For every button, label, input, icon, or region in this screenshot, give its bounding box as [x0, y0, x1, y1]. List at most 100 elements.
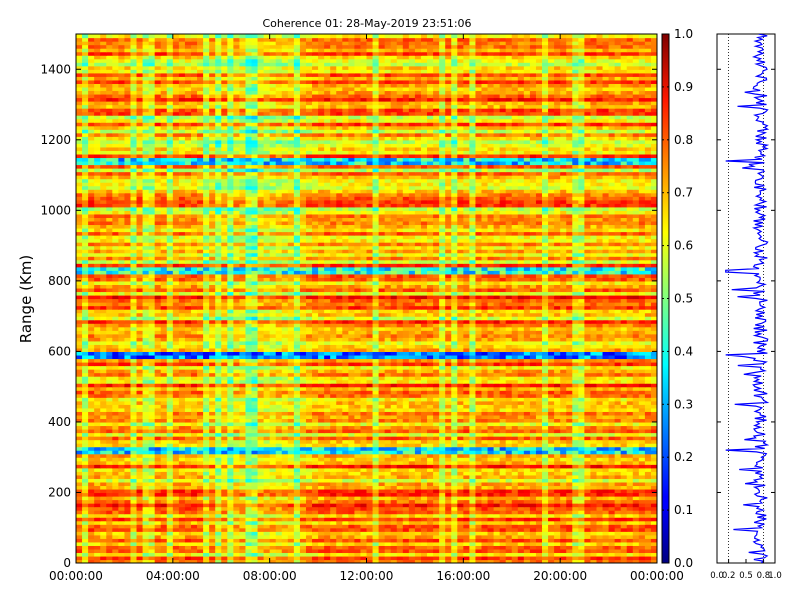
heatmap-cell	[178, 552, 186, 557]
heatmap-cell	[324, 439, 331, 444]
heatmap-cell	[548, 397, 555, 402]
heatmap-cell	[511, 411, 519, 416]
heatmap-cell	[360, 510, 368, 515]
heatmap-cell	[197, 414, 204, 420]
heatmap-cell	[517, 404, 525, 409]
heatmap-cell	[130, 460, 138, 465]
heatmap-cell	[148, 443, 156, 448]
heatmap-cell	[614, 453, 622, 458]
heatmap-cell	[82, 383, 89, 388]
heatmap-cell	[106, 467, 113, 472]
heatmap-cell	[590, 386, 598, 391]
heatmap-cell	[106, 453, 113, 458]
heatmap-cell	[408, 383, 416, 388]
heatmap-cell	[160, 513, 168, 518]
heatmap-cell	[239, 527, 247, 532]
heatmap-cell	[578, 513, 585, 518]
heatmap-cell	[529, 400, 537, 405]
heatmap-cell	[572, 527, 579, 532]
heatmap-cell	[215, 517, 222, 522]
heatmap-cell	[638, 464, 646, 469]
heatmap-cell	[136, 474, 144, 479]
heatmap-cell	[342, 520, 349, 525]
heatmap-cell	[590, 460, 598, 465]
heatmap-cell	[94, 503, 101, 508]
heatmap-cell	[233, 485, 240, 490]
heatmap-cell	[82, 453, 89, 458]
heatmap-cell	[427, 421, 434, 427]
heatmap-cell	[118, 534, 126, 539]
heatmap-cell	[463, 492, 470, 497]
heatmap-cell	[396, 488, 404, 494]
heatmap-cell	[112, 428, 119, 434]
heatmap-cell	[336, 538, 343, 543]
heatmap-cell	[263, 411, 271, 416]
heatmap-cell	[197, 481, 204, 487]
heatmap-cell	[596, 383, 604, 388]
heatmap-cell	[608, 492, 616, 497]
heatmap-cell	[82, 450, 89, 455]
heatmap-cell	[560, 443, 567, 448]
heatmap-cell	[124, 541, 132, 546]
heatmap-cell	[227, 513, 234, 518]
heatmap-cell	[372, 432, 380, 437]
heatmap-cell	[433, 559, 440, 563]
heatmap-cell	[366, 527, 374, 532]
heatmap-cell	[475, 555, 483, 561]
heatmap-cell	[469, 527, 477, 532]
heatmap-cell	[366, 425, 374, 430]
heatmap-cell	[166, 488, 174, 494]
heatmap-cell	[602, 495, 610, 501]
heatmap-cell	[124, 383, 132, 388]
heatmap-cell	[305, 467, 313, 472]
heatmap-cell	[590, 393, 598, 398]
heatmap-cell	[166, 464, 174, 469]
heatmap-cell	[142, 531, 150, 536]
heatmap-cell	[427, 425, 434, 430]
heatmap-cell	[172, 450, 180, 455]
heatmap-cell	[76, 407, 83, 412]
heatmap-cell	[330, 517, 337, 522]
heatmap-cell	[427, 541, 434, 546]
heatmap-cell	[408, 464, 416, 469]
heatmap-cell	[644, 393, 652, 398]
heatmap-cell	[378, 517, 386, 522]
heatmap-cell	[554, 538, 561, 543]
heatmap-cell	[554, 379, 561, 384]
heatmap-cell	[281, 428, 289, 434]
heatmap-cell	[414, 411, 422, 416]
heatmap-cell	[420, 485, 428, 490]
heatmap-cell	[178, 531, 186, 536]
heatmap-cell	[566, 432, 573, 437]
heatmap-cell	[76, 379, 83, 384]
heatmap-cell	[106, 446, 113, 451]
heatmap-cell	[299, 446, 307, 451]
heatmap-cell	[293, 453, 301, 458]
heatmap-cell	[82, 446, 89, 451]
heatmap-cell	[378, 555, 386, 561]
heatmap-cell	[100, 393, 107, 398]
heatmap-cell	[614, 421, 622, 427]
heatmap-cell	[227, 499, 234, 504]
heatmap-cell	[620, 383, 628, 388]
heatmap-cell	[239, 453, 247, 458]
heatmap-cell	[378, 552, 386, 557]
heatmap-cell	[190, 520, 198, 525]
heatmap-cell	[366, 432, 374, 437]
heatmap-cell	[560, 520, 567, 525]
heatmap-cell	[124, 478, 132, 483]
heatmap-cell	[608, 520, 616, 525]
heatmap-cell	[269, 506, 277, 511]
heatmap-cell	[184, 541, 192, 546]
heatmap-cell	[160, 379, 168, 384]
heatmap-cell	[88, 481, 95, 487]
heatmap-cell	[251, 400, 259, 405]
heatmap-cell	[578, 488, 585, 494]
heatmap-cell	[572, 460, 579, 465]
heatmap-cell	[330, 481, 337, 487]
heatmap-cell	[312, 421, 319, 427]
heatmap-cell	[203, 492, 210, 497]
heatmap-cell	[172, 474, 180, 479]
heatmap-cell	[608, 411, 616, 416]
